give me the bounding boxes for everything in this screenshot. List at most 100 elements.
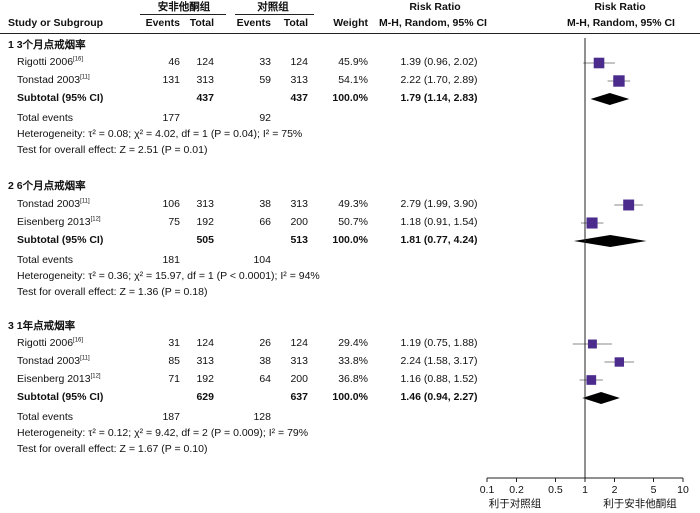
effect-square xyxy=(623,199,635,211)
subtotal-label: Subtotal (95% CI) xyxy=(17,391,104,403)
treatment-events: 46 xyxy=(168,56,180,68)
study-reference: [11] xyxy=(80,355,90,362)
total-events-control: 104 xyxy=(253,254,271,266)
control-total: 313 xyxy=(290,74,308,86)
study-reference: [11] xyxy=(80,198,90,205)
favours-control-label: 利于对照组 xyxy=(488,498,542,510)
subtotal-diamond xyxy=(590,93,630,105)
total-events-label: Total events xyxy=(17,411,74,423)
study-rr-ci: 2.24 (1.58, 3.17) xyxy=(400,355,478,367)
method-header-left: M-H, Random, 95% CI xyxy=(379,17,487,29)
study-rr-ci: 1.18 (0.91, 1.54) xyxy=(400,216,478,228)
control-group-header: 对照组 xyxy=(257,1,289,13)
total-events-treatment: 177 xyxy=(162,112,180,124)
subtotal-treatment-total: 505 xyxy=(196,234,214,246)
control-total: 313 xyxy=(290,198,308,210)
study-reference: [16] xyxy=(73,56,84,63)
heterogeneity-stats: Heterogeneity: τ² = 0.08; χ² = 4.02, df … xyxy=(17,128,303,140)
study-name: Rigotti 2006[16] xyxy=(17,56,84,68)
study-reference: [11] xyxy=(80,74,90,81)
effect-square xyxy=(587,339,597,349)
effect-square xyxy=(586,217,598,229)
subtotal-weight: 100.0% xyxy=(332,234,368,246)
study-rr-ci: 1.19 (0.75, 1.88) xyxy=(400,337,478,349)
effect-square xyxy=(614,357,625,367)
subgroup-title: 1 3个月点戒烟率 xyxy=(8,39,86,51)
overall-effect-test: Test for overall effect: Z = 1.36 (P = 0… xyxy=(17,286,208,298)
control-total: 200 xyxy=(290,373,308,385)
study-rr-ci: 1.16 (0.88, 1.52) xyxy=(400,373,478,385)
effect-square xyxy=(586,375,597,385)
risk-ratio-header-right: Risk Ratio xyxy=(594,1,646,13)
header-rule xyxy=(0,33,700,34)
control-header-underline xyxy=(235,14,314,15)
treatment-events: 71 xyxy=(168,373,180,385)
x-axis-tick-label: 1 xyxy=(582,484,588,496)
study-rr-ci: 2.22 (1.70, 2.89) xyxy=(400,74,478,86)
treatment-total: 124 xyxy=(196,337,214,349)
study-weight: 33.8% xyxy=(338,355,368,367)
treatment-total: 313 xyxy=(196,198,214,210)
study-name: Eisenberg 2013[12] xyxy=(17,216,101,228)
study-rr-ci: 1.39 (0.96, 2.02) xyxy=(400,56,478,68)
effect-square xyxy=(593,57,605,69)
treatment-total: 192 xyxy=(196,216,214,228)
x-axis-tick-label: 0.2 xyxy=(509,484,524,496)
weight-header: Weight xyxy=(333,17,368,29)
study-weight: 45.9% xyxy=(338,56,368,68)
subtotal-rr-ci: 1.81 (0.77, 4.24) xyxy=(400,234,478,246)
control-total: 313 xyxy=(290,355,308,367)
treatment-total: 192 xyxy=(196,373,214,385)
subtotal-diamond xyxy=(582,392,620,404)
control-total: 124 xyxy=(290,337,308,349)
control-events: 33 xyxy=(259,56,271,68)
study-name: Eisenberg 2013[12] xyxy=(17,373,101,385)
control-events: 59 xyxy=(259,74,271,86)
subgroup-title: 2 6个月点戒烟率 xyxy=(8,180,86,192)
x-axis-tick-label: 2 xyxy=(611,484,618,496)
study-name: Tonstad 2003[11] xyxy=(17,198,90,210)
treatment-header-underline xyxy=(140,14,226,15)
subtotal-weight: 100.0% xyxy=(332,391,368,403)
treatment-total-header: Total xyxy=(189,17,214,29)
total-events-treatment: 181 xyxy=(162,254,180,266)
subtotal-control-total: 513 xyxy=(290,234,308,246)
subtotal-diamond xyxy=(573,235,647,247)
x-axis-tick-label: 0.1 xyxy=(479,484,495,496)
study-weight: 54.1% xyxy=(338,74,368,86)
study-reference: [12] xyxy=(90,216,101,223)
control-total: 200 xyxy=(290,216,308,228)
study-weight: 50.7% xyxy=(338,216,368,228)
effect-square xyxy=(613,75,625,87)
risk-ratio-header-left: Risk Ratio xyxy=(409,1,461,13)
study-reference: [16] xyxy=(73,337,84,344)
subtotal-treatment-total: 629 xyxy=(196,391,214,403)
x-axis-tick-label: 10 xyxy=(677,484,689,496)
treatment-total: 313 xyxy=(196,355,214,367)
heterogeneity-stats: Heterogeneity: τ² = 0.36; χ² = 15.97, df… xyxy=(17,270,320,282)
treatment-events: 75 xyxy=(168,216,180,228)
control-events: 38 xyxy=(259,198,271,210)
method-header-right: M-H, Random, 95% CI xyxy=(567,17,675,29)
control-events: 64 xyxy=(259,373,271,385)
study-column-header: Study or Subgroup xyxy=(8,17,104,29)
treatment-events: 106 xyxy=(162,198,180,210)
subtotal-rr-ci: 1.79 (1.14, 2.83) xyxy=(400,92,478,104)
treatment-events: 31 xyxy=(168,337,180,349)
overall-effect-test: Test for overall effect: Z = 1.67 (P = 0… xyxy=(17,443,208,455)
overall-effect-test: Test for overall effect: Z = 2.51 (P = 0… xyxy=(17,144,208,156)
study-weight: 29.4% xyxy=(338,337,368,349)
treatment-group-header: 安非他酮组 xyxy=(157,1,211,13)
heterogeneity-stats: Heterogeneity: τ² = 0.12; χ² = 9.42, df … xyxy=(17,427,309,439)
control-total-header: Total xyxy=(283,17,308,29)
subtotal-rr-ci: 1.46 (0.94, 2.27) xyxy=(400,391,478,403)
treatment-events: 85 xyxy=(168,355,180,367)
subtotal-label: Subtotal (95% CI) xyxy=(17,234,104,246)
treatment-total: 124 xyxy=(196,56,214,68)
control-events: 38 xyxy=(259,355,271,367)
treatment-events: 131 xyxy=(162,74,180,86)
study-reference: [12] xyxy=(90,373,101,380)
study-name: Tonstad 2003[11] xyxy=(17,74,90,86)
control-events-header: Events xyxy=(236,17,271,29)
